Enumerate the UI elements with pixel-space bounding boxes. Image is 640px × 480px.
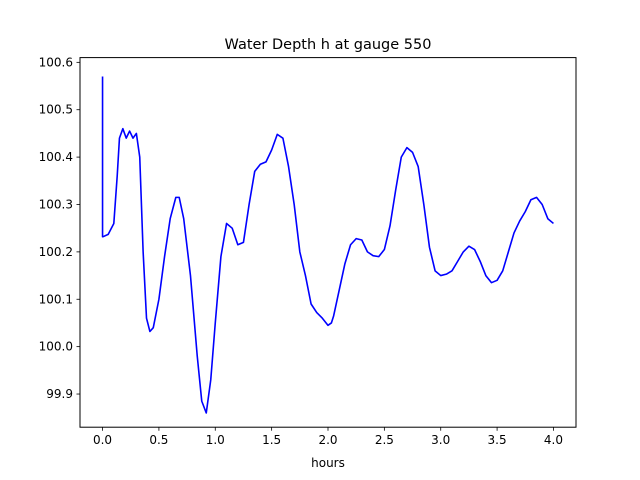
x-tick-label: 3.0	[431, 433, 450, 447]
x-tick-label: 0.0	[93, 433, 112, 447]
y-tick-label: 100.3	[39, 197, 73, 211]
series-layer	[101, 76, 554, 414]
x-tick-label: 0.5	[149, 433, 168, 447]
x-tick-label: 3.5	[488, 433, 507, 447]
x-axis-label: hours	[311, 456, 345, 470]
y-tick-label: 100.4	[39, 150, 73, 164]
x-tick-label: 4.0	[544, 433, 563, 447]
x-tick-label: 2.0	[318, 433, 337, 447]
x-axis-ticks: 0.0 0.5 1.0 1.5 2.0 2.5 3.0 3.5 4.0	[93, 427, 563, 447]
x-tick-label: 2.5	[375, 433, 394, 447]
series-line-water-depth	[101, 76, 554, 414]
y-axis-ticks: 99.9 100.0 100.1 100.2 100.3 100.4 100.5 100.6	[39, 55, 80, 401]
y-tick-label: 100.1	[39, 292, 73, 306]
plot-area-frame	[79, 57, 577, 428]
x-tick-label: 1.0	[206, 433, 225, 447]
chart-title: Water Depth h at gauge 550	[225, 37, 432, 53]
y-tick-label: 99.9	[46, 387, 73, 401]
y-tick-label: 100.6	[39, 55, 73, 69]
y-tick-label: 100.5	[39, 103, 73, 117]
y-tick-label: 100.0	[39, 340, 73, 354]
x-tick-label: 1.5	[262, 433, 281, 447]
y-tick-label: 100.2	[39, 245, 73, 259]
